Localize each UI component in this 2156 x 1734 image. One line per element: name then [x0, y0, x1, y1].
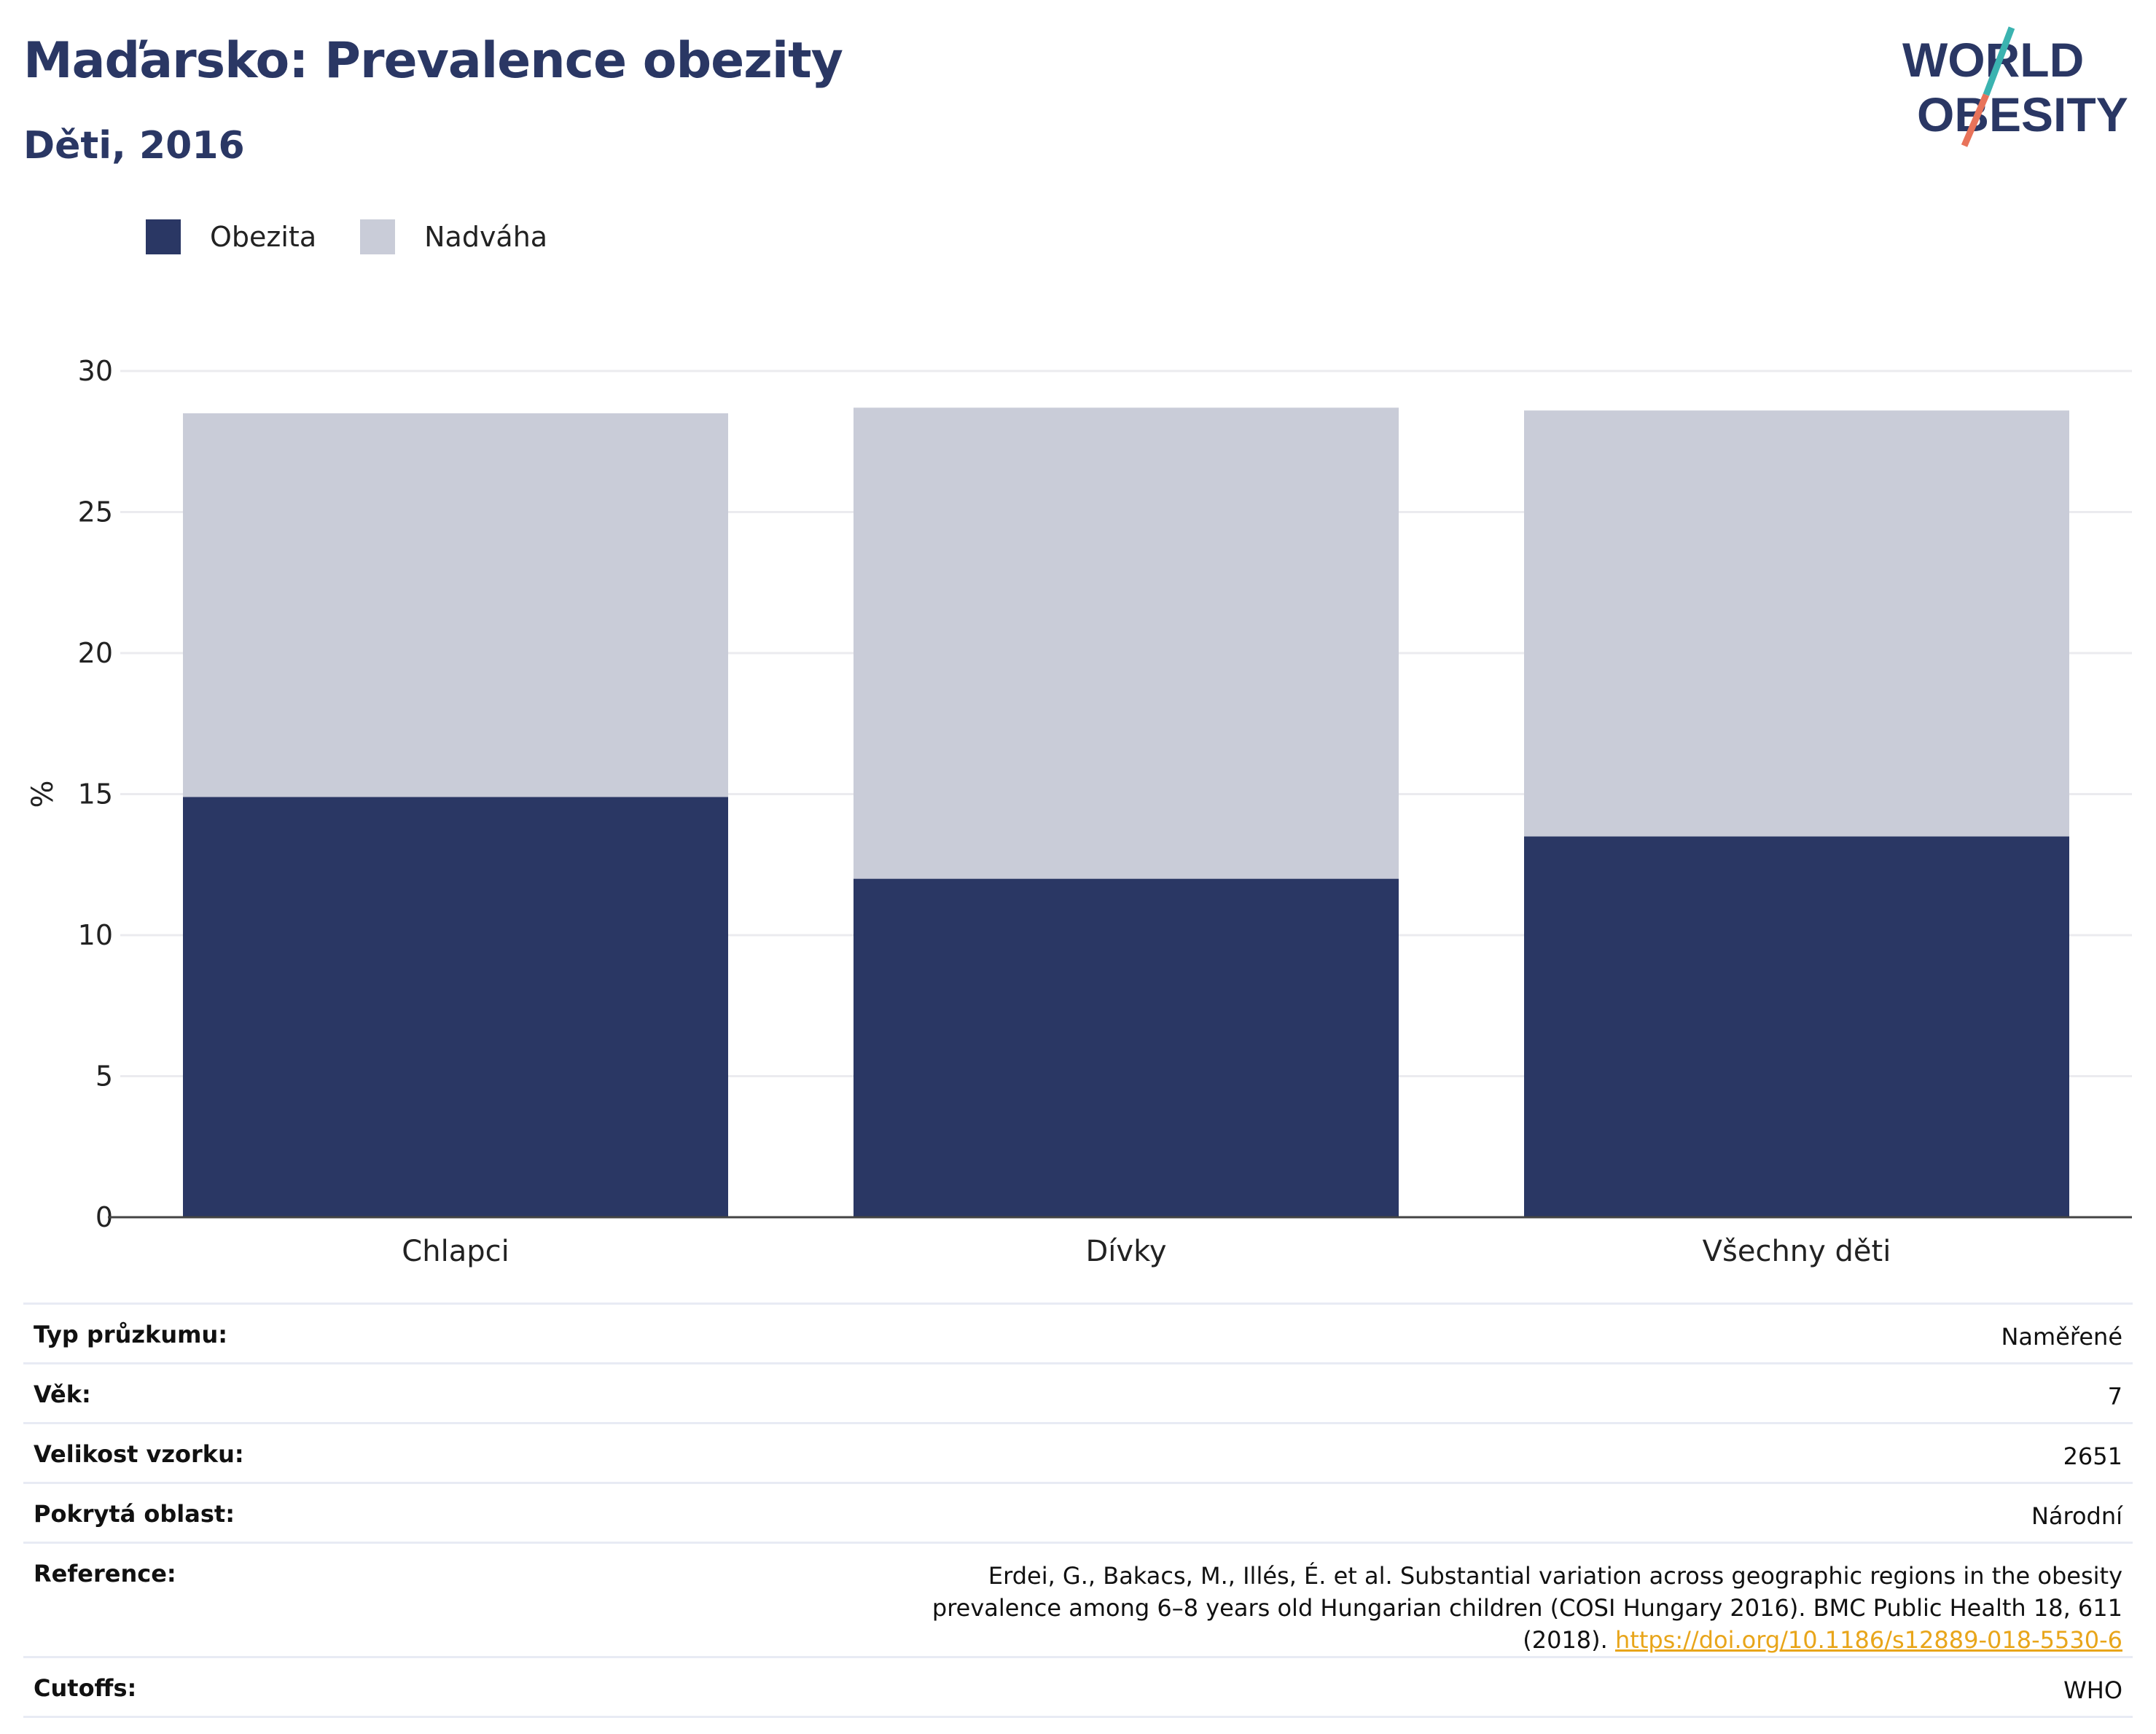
x-tick-label: Chlapci [402, 1235, 509, 1268]
info-value: Naměřené [254, 1303, 2133, 1364]
y-tick-label: 15 [78, 778, 113, 811]
info-key: Typ průzkumu: [23, 1303, 254, 1364]
y-tick-label: 30 [78, 355, 113, 387]
chart-title: Maďarsko: Prevalence obezity [23, 32, 843, 90]
bar-obesity-2 [1524, 836, 2069, 1217]
info-value: 2651 [254, 1423, 2133, 1484]
info-row: Reference: Erdei, G., Bakacs, M., Illés, … [23, 1542, 2133, 1658]
y-tick-label: 20 [78, 637, 113, 669]
info-key: Věk: [23, 1363, 254, 1424]
info-value-text: Naměřené [2001, 1323, 2122, 1351]
x-tick-label: Dívky [1086, 1235, 1167, 1268]
info-value: Erdei, G., Bakacs, M., Illés, É. et al. … [254, 1542, 2133, 1658]
bar-overweight-2 [1524, 410, 2069, 837]
info-row: Typ průzkumu: Naměřené [23, 1303, 2133, 1364]
logo-slash-upper [1983, 26, 2015, 96]
chart-subtitle: Děti, 2016 [23, 124, 245, 168]
y-axis-label: % [26, 780, 60, 808]
y-tick-label: 5 [95, 1061, 113, 1093]
legend-item-overweight[interactable]: Nadváha [360, 219, 547, 254]
info-value: WHO [254, 1657, 2133, 1718]
legend-item-obesity[interactable]: Obezita [146, 219, 316, 254]
bar-obesity-1 [854, 878, 1399, 1217]
legend-label-overweight: Nadváha [424, 221, 548, 253]
survey-info-table: Typ průzkumu: Naměřené Věk: 7 Velikost vzork… [23, 1303, 2133, 1718]
info-key: Reference: [23, 1542, 254, 1658]
world-obesity-logo: WORLD OBESITY [1902, 26, 2128, 147]
chart-legend: Obezita Nadváha [146, 219, 591, 255]
info-key: Cutoffs: [23, 1657, 254, 1718]
bar-obesity-0 [183, 797, 728, 1217]
logo-line2: OBESITY [1917, 87, 2128, 141]
info-value-text: Národní [2031, 1502, 2122, 1530]
y-tick-label: 10 [78, 919, 113, 951]
info-value-text: 7 [2107, 1383, 2122, 1410]
bar-overweight-1 [854, 407, 1399, 879]
bar-overweight-0 [183, 413, 728, 797]
info-row: Cutoffs: WHO [23, 1657, 2133, 1718]
info-value-text: WHO [2063, 1676, 2122, 1704]
info-row: Pokrytá oblast: Národní [23, 1483, 2133, 1544]
legend-swatch-overweight [360, 219, 396, 254]
info-value: 7 [254, 1363, 2133, 1424]
info-value-text: 2651 [2063, 1442, 2122, 1470]
info-key: Pokrytá oblast: [23, 1483, 254, 1544]
legend-label-obesity: Obezita [210, 221, 317, 253]
info-value-text: Erdei, G., Bakacs, M., Illés, É. et al. … [931, 1562, 2122, 1654]
info-row: Věk: 7 [23, 1363, 2133, 1424]
logo-slash-lower [1961, 93, 1990, 147]
info-key: Velikost vzorku: [23, 1423, 254, 1484]
x-tick-label: Všechny děti [1703, 1235, 1891, 1268]
reference-link[interactable]: https://doi.org/10.1186/s12889-018-5530-… [1614, 1626, 2122, 1654]
legend-swatch-obesity [146, 219, 181, 254]
y-tick-label: 25 [78, 496, 113, 528]
info-value: Národní [254, 1483, 2133, 1544]
info-row: Velikost vzorku: 2651 [23, 1423, 2133, 1484]
